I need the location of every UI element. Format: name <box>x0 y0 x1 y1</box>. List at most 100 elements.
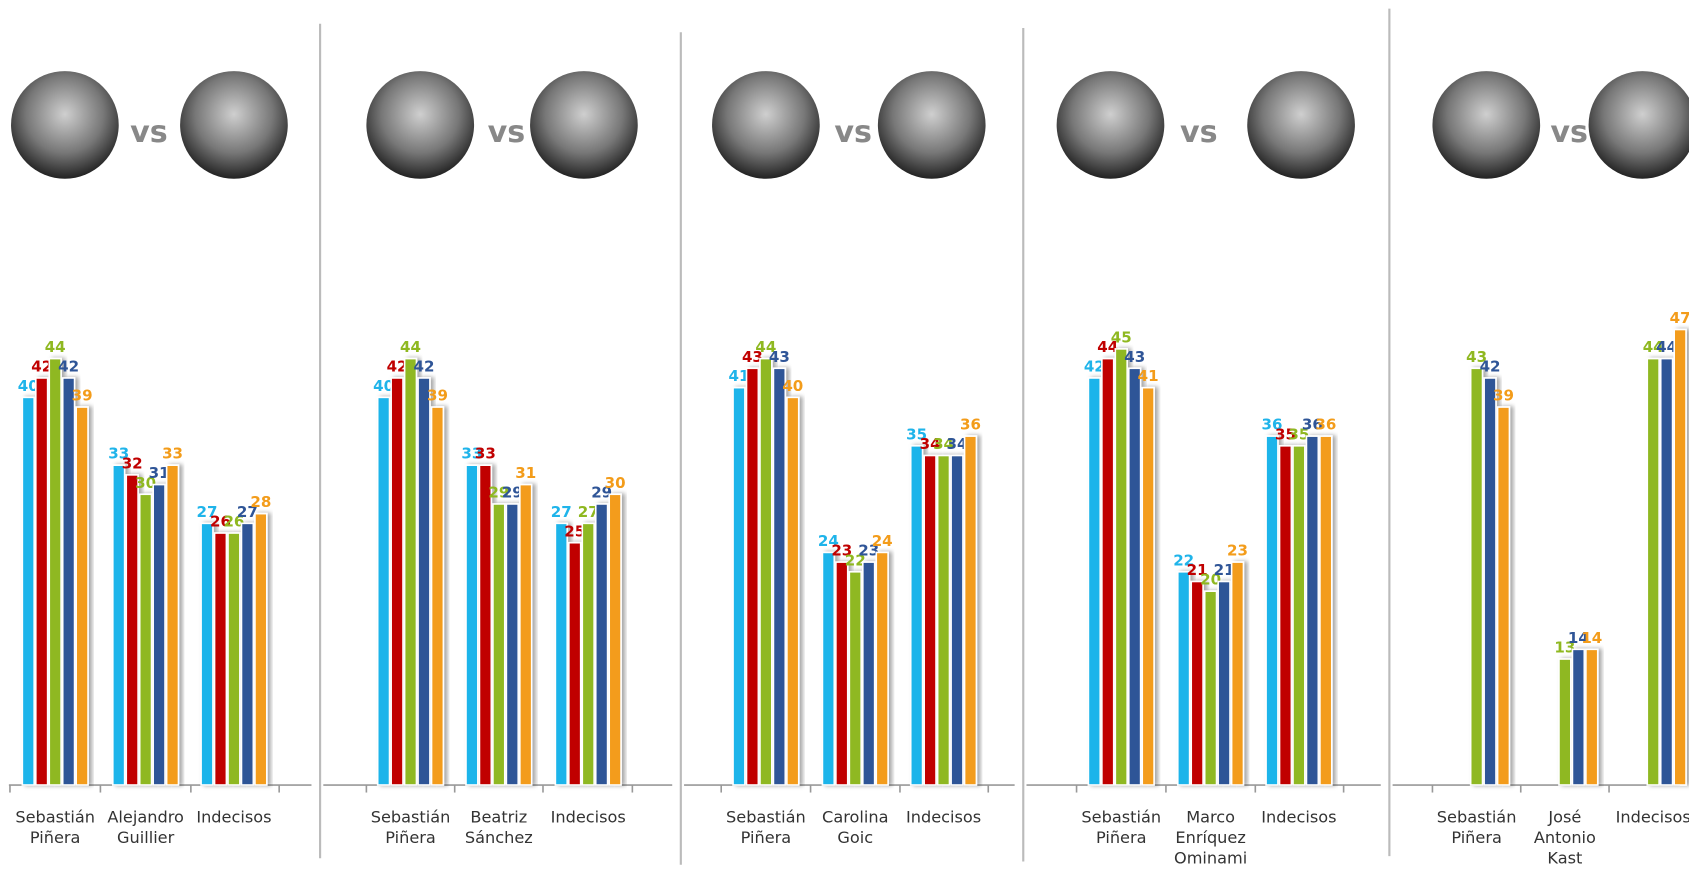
bar <box>594 503 609 786</box>
value-label: 36 <box>1315 416 1336 434</box>
value-label: 30 <box>135 474 156 492</box>
value-label: 26 <box>210 513 231 531</box>
value-label: 41 <box>1138 367 1159 385</box>
value-label: 20 <box>1200 571 1221 589</box>
bar <box>1646 357 1660 786</box>
value-label: 22 <box>845 551 866 569</box>
bar <box>165 464 180 786</box>
value-label: 39 <box>427 387 448 405</box>
bar <box>1203 590 1218 786</box>
value-label: 45 <box>1111 328 1132 346</box>
category-label: Sebastián Piñera <box>371 808 451 847</box>
vs-label: vs <box>130 115 168 150</box>
vs-label: vs <box>1180 115 1218 150</box>
bar <box>772 367 787 786</box>
value-label: 23 <box>858 542 879 560</box>
value-label: 33 <box>461 445 482 463</box>
value-label: 24 <box>872 532 893 550</box>
bar <box>111 464 126 786</box>
value-label: 23 <box>831 542 852 560</box>
bar <box>376 396 391 786</box>
value-label: 27 <box>197 503 218 521</box>
value-label: 33 <box>162 445 183 463</box>
bar <box>254 512 268 786</box>
value-label: 14 <box>1568 629 1589 647</box>
bar <box>1292 444 1306 786</box>
bar <box>478 464 493 786</box>
value-label: 30 <box>605 474 626 492</box>
value-label: 29 <box>502 483 523 501</box>
value-label: 29 <box>591 483 612 501</box>
bar <box>125 474 139 786</box>
value-label: 44 <box>45 338 66 356</box>
bar <box>1585 648 1599 786</box>
value-label: 40 <box>18 377 39 395</box>
bar <box>1305 435 1320 786</box>
value-label: 27 <box>237 503 258 521</box>
value-label: 26 <box>223 513 244 531</box>
bar <box>138 493 153 786</box>
bar <box>568 541 582 786</box>
bar <box>1087 377 1102 786</box>
value-label: 43 <box>1124 348 1145 366</box>
value-label: 42 <box>31 358 52 376</box>
value-label: 21 <box>1187 561 1208 579</box>
value-label: 43 <box>742 348 763 366</box>
bar <box>75 406 89 786</box>
value-label: 36 <box>1262 416 1283 434</box>
bar <box>390 377 404 786</box>
value-label: 28 <box>250 493 271 511</box>
value-label: 29 <box>488 483 509 501</box>
bar <box>240 522 255 786</box>
bar <box>1319 435 1333 786</box>
bar <box>1176 570 1191 786</box>
vs-label: vs <box>488 115 526 150</box>
category-label: Indecisos <box>1261 808 1336 827</box>
value-label: 14 <box>1581 629 1602 647</box>
value-label: 22 <box>1173 551 1194 569</box>
category-label: Indecisos <box>551 808 626 827</box>
value-label: 13 <box>1554 639 1575 657</box>
value-label: 31 <box>149 464 170 482</box>
value-label: 34 <box>933 435 954 453</box>
value-label: 42 <box>387 358 408 376</box>
bar <box>923 454 937 786</box>
bar <box>1469 367 1484 786</box>
value-label: 44 <box>755 338 776 356</box>
category-label: Indecisos <box>906 808 981 827</box>
category-label: Sebastián Piñera <box>15 808 95 847</box>
bar <box>1114 348 1128 786</box>
category-label: Carolina Goic <box>822 808 888 847</box>
category-label: Marco Enríquez Ominami <box>1174 808 1247 868</box>
bar <box>554 522 569 786</box>
category-label: José Antonio Kast <box>1534 808 1596 868</box>
bar <box>1265 435 1279 786</box>
candidate-photo <box>1432 71 1541 179</box>
value-label: 42 <box>1480 358 1501 376</box>
candidate-photo <box>11 71 119 179</box>
category-label: Alejandro Guillier <box>107 808 183 847</box>
category-label: Indecisos <box>1616 808 1689 827</box>
bar <box>1483 377 1497 786</box>
value-label: 43 <box>769 348 790 366</box>
value-label: 39 <box>72 387 93 405</box>
bar <box>909 444 924 786</box>
bar <box>786 396 800 786</box>
value-label: 36 <box>960 416 981 434</box>
value-label: 31 <box>515 464 536 482</box>
value-label: 43 <box>1466 348 1487 366</box>
candidate-photo <box>366 71 475 179</box>
bar <box>608 493 622 786</box>
bar <box>732 386 746 786</box>
bar <box>430 406 445 786</box>
bar <box>519 483 533 786</box>
value-label: 36 <box>1302 416 1323 434</box>
bar <box>200 522 214 786</box>
value-label: 39 <box>1493 387 1514 405</box>
bar <box>1558 658 1572 786</box>
value-label: 40 <box>373 377 394 395</box>
bar <box>492 503 506 786</box>
category-label: Sebastián Piñera <box>1437 808 1517 847</box>
bar <box>1101 357 1115 786</box>
value-label: 44 <box>1097 338 1118 356</box>
